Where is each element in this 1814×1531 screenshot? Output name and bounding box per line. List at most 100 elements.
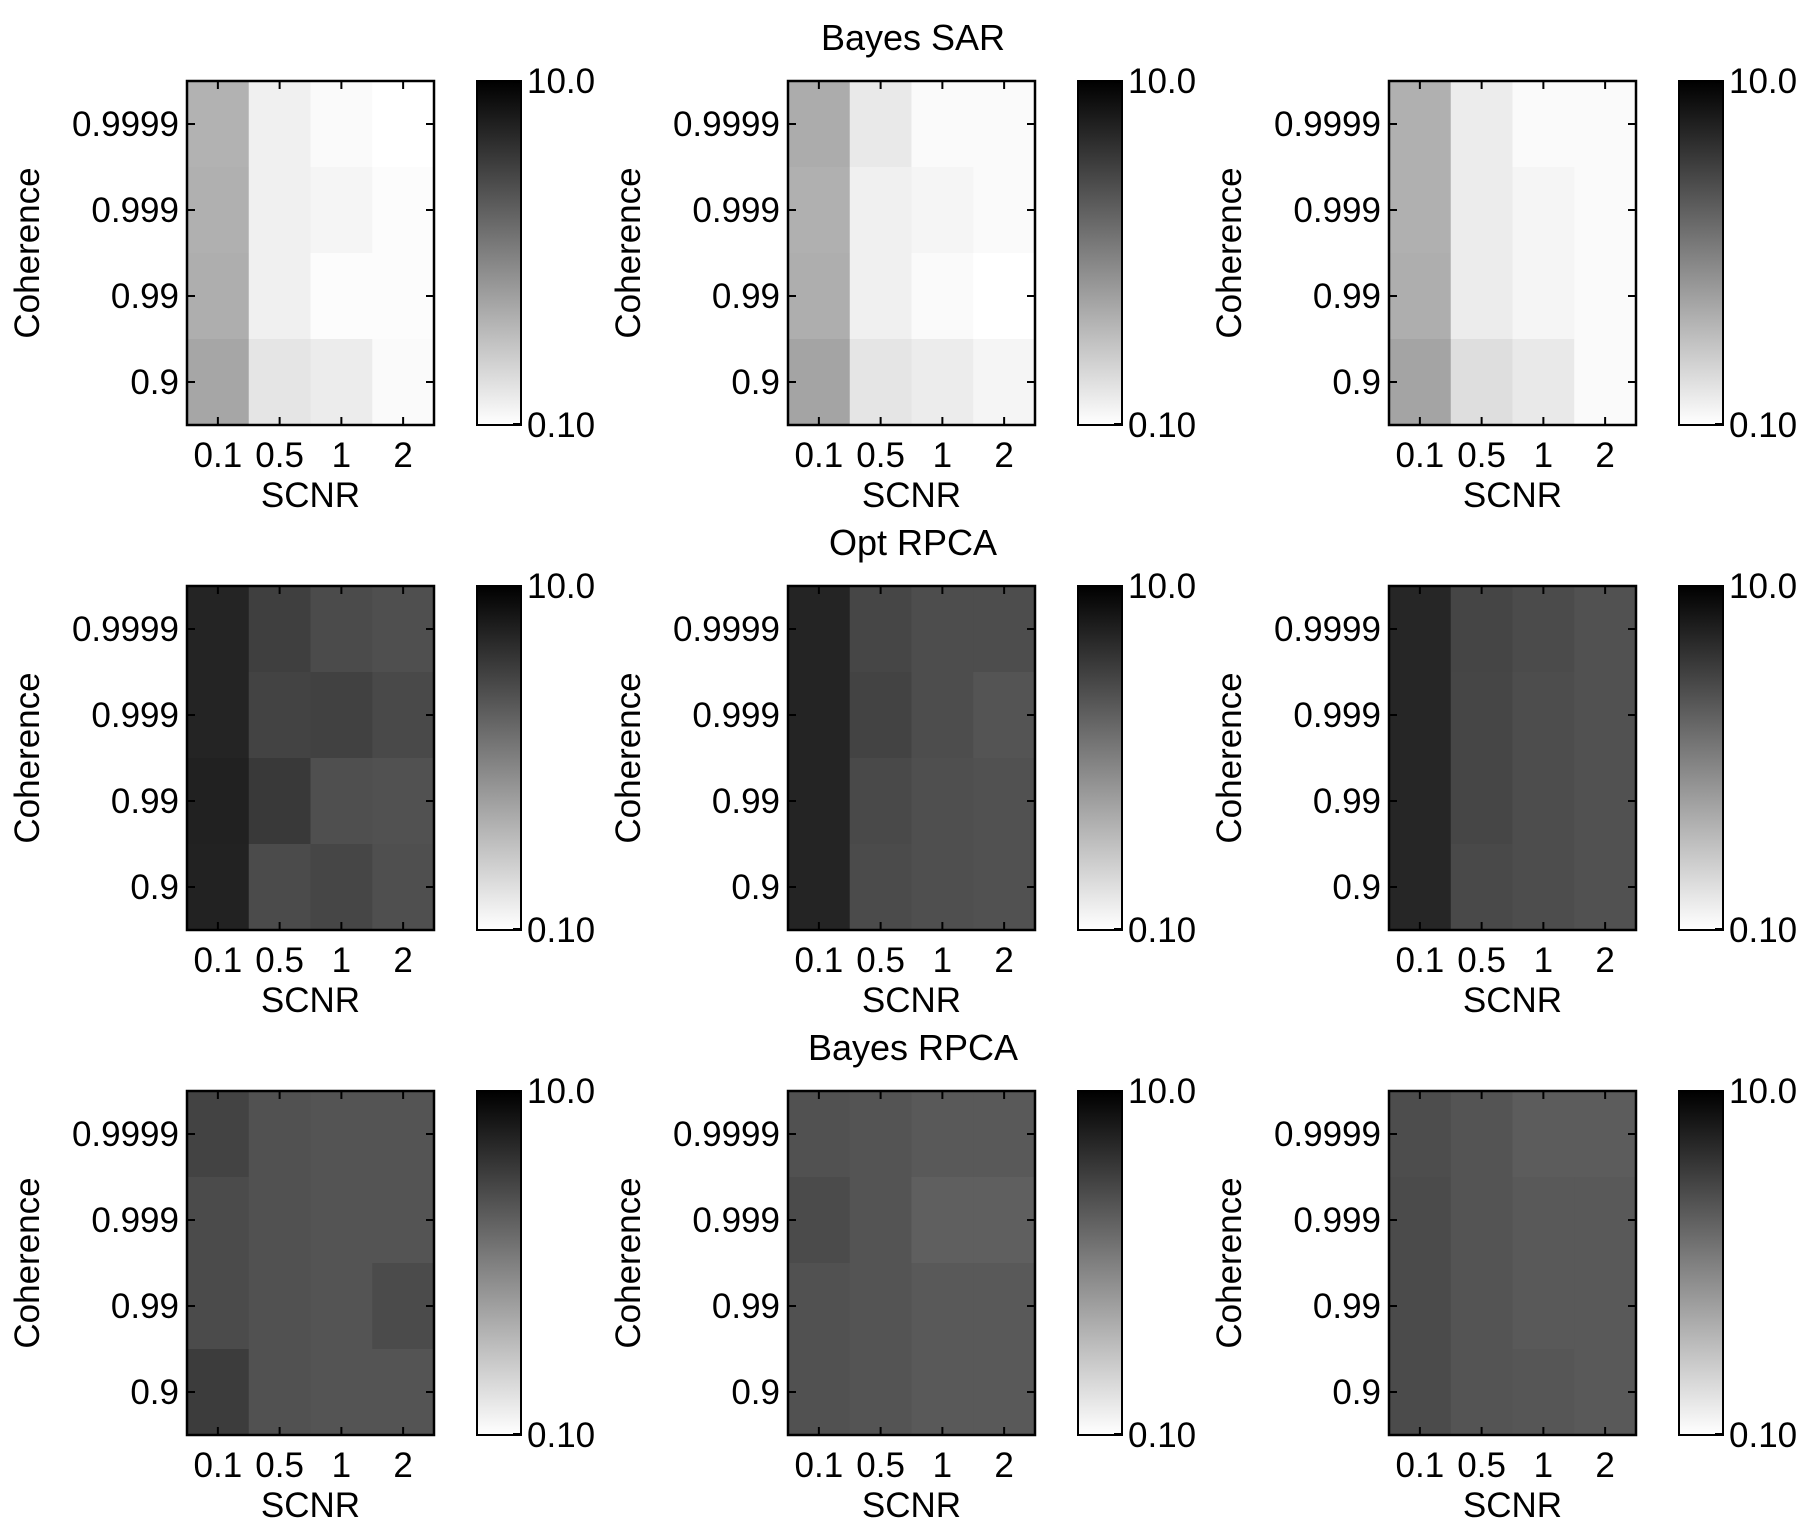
heatmap-panel-4: 0.1 0.5 1 2 0.9999 0.999 0.99 0.9 SCNR Coherence 1…	[609, 567, 1196, 1020]
heatmap-cell	[1450, 253, 1513, 340]
heatmap-cell	[788, 1091, 851, 1178]
heatmap-cell	[372, 1349, 435, 1436]
heatmap-cell	[310, 844, 373, 931]
colorbar-frame	[476, 585, 522, 931]
heatmap-cell	[1574, 844, 1637, 931]
heatmap-cell	[248, 1091, 311, 1178]
y-tick-label: 0.99	[712, 1287, 780, 1326]
colorbar-max-label: 10.0	[1729, 1072, 1797, 1111]
y-tick-label: 0.9999	[673, 105, 780, 144]
y-tick-label: 0.9	[1332, 363, 1381, 402]
x-tick-label: 0.1	[1396, 436, 1445, 475]
colorbar-max-label: 10.0	[1128, 1072, 1196, 1111]
heatmap-cell	[187, 586, 250, 673]
axes-frame	[1387, 1089, 1638, 1437]
y-tick-label: 0.9999	[1274, 1115, 1381, 1154]
heatmap-cell	[973, 81, 1036, 168]
y-axis-label: Coherence	[8, 1177, 47, 1348]
heatmap-cell	[911, 1349, 974, 1436]
colorbar-frame	[1678, 80, 1724, 426]
x-tick-label: 1	[933, 941, 952, 980]
heatmap-cell	[788, 167, 851, 254]
heatmap-cell	[1450, 167, 1513, 254]
heatmap-cell	[1512, 586, 1575, 673]
colorbar-frame	[1077, 1090, 1123, 1436]
heatmap-cell	[248, 758, 311, 845]
y-tick-label: 0.999	[692, 191, 780, 230]
heatmap-cell	[1450, 1177, 1513, 1264]
heatmap-cell	[849, 844, 912, 931]
axes-frame	[1387, 79, 1638, 427]
heatmap-cell	[1450, 81, 1513, 168]
heatmap-cell	[849, 586, 912, 673]
heatmap-panel-2: 0.1 0.5 1 2 0.9999 0.999 0.99 0.9 SCNR Coherence 1…	[1210, 62, 1797, 515]
colorbar-max-label: 10.0	[1128, 62, 1196, 101]
y-tick-label: 0.99	[1313, 1287, 1381, 1326]
x-axis-label: SCNR	[261, 1486, 360, 1525]
y-tick-label: 0.99	[712, 782, 780, 821]
heatmap-cell	[849, 167, 912, 254]
heatmap-cell	[310, 253, 373, 340]
colorbar-min-label: 0.10	[1128, 911, 1196, 950]
heatmap-cell	[1574, 1091, 1637, 1178]
y-axis-label: Coherence	[1210, 1177, 1249, 1348]
heatmap-panel-8: 0.1 0.5 1 2 0.9999 0.999 0.99 0.9 SCNR Coherence 1…	[1210, 1072, 1797, 1525]
x-tick-label: 0.5	[255, 941, 304, 980]
heatmap-cell	[1512, 339, 1575, 426]
heatmap-cell	[1450, 844, 1513, 931]
y-tick-label: 0.9	[130, 1373, 179, 1412]
x-axis-label: SCNR	[261, 981, 360, 1020]
heatmap-cell	[187, 1349, 250, 1436]
y-axis-label: Coherence	[1210, 672, 1249, 843]
axes-frame	[185, 584, 436, 932]
heatmap-cell	[911, 758, 974, 845]
heatmap-cell	[248, 672, 311, 759]
x-axis-label: SCNR	[1463, 981, 1562, 1020]
heatmap-cell	[788, 586, 851, 673]
colorbar-frame	[476, 1090, 522, 1436]
x-tick-label: 0.1	[194, 1446, 243, 1485]
x-axis-label: SCNR	[862, 981, 961, 1020]
heatmap-cell	[1512, 167, 1575, 254]
x-tick-label: 0.5	[255, 436, 304, 475]
heatmap-cell	[1574, 1263, 1637, 1350]
heatmap-panel-0: 0.1 0.5 1 2 0.9999 0.999 0.99 0.9 SCNR Coherence 1…	[8, 62, 595, 515]
y-tick-label: 0.9999	[1274, 105, 1381, 144]
heatmap-panel-5: 0.1 0.5 1 2 0.9999 0.999 0.99 0.9 SCNR Coherence 1…	[1210, 567, 1797, 1020]
heatmap-cell	[1574, 339, 1637, 426]
heatmap-cell	[372, 586, 435, 673]
heatmap-cell	[973, 586, 1036, 673]
x-tick-label: 2	[393, 436, 412, 475]
heatmap-cell	[248, 1349, 311, 1436]
heatmap-cell	[1389, 339, 1452, 426]
heatmap-cell	[911, 1177, 974, 1264]
y-tick-label: 0.999	[1293, 696, 1381, 735]
heatmap-cell	[248, 586, 311, 673]
heatmap-cell	[310, 758, 373, 845]
heatmap-cell	[1389, 844, 1452, 931]
y-tick-label: 0.9999	[72, 610, 179, 649]
y-axis-label: Coherence	[8, 167, 47, 338]
heatmap-cell	[788, 1263, 851, 1350]
heatmap-cell	[372, 1177, 435, 1264]
heatmap-cell	[248, 339, 311, 426]
y-tick-label: 0.9	[130, 868, 179, 907]
x-tick-label: 0.5	[856, 1446, 905, 1485]
heatmap-cell	[973, 758, 1036, 845]
x-tick-label: 0.5	[255, 1446, 304, 1485]
y-axis-label: Coherence	[609, 1177, 648, 1348]
heatmap-cell	[1389, 672, 1452, 759]
y-tick-label: 0.999	[692, 696, 780, 735]
y-tick-label: 0.99	[1313, 277, 1381, 316]
y-tick-label: 0.99	[1313, 782, 1381, 821]
heatmap-cell	[1389, 758, 1452, 845]
heatmap-cell	[248, 81, 311, 168]
heatmap-cell	[372, 758, 435, 845]
x-tick-label: 0.5	[856, 941, 905, 980]
y-tick-label: 0.999	[1293, 1201, 1381, 1240]
heatmap-cell	[849, 1177, 912, 1264]
heatmap-cell	[973, 1263, 1036, 1350]
heatmap-cell	[1450, 672, 1513, 759]
heatmap-cell	[310, 1091, 373, 1178]
